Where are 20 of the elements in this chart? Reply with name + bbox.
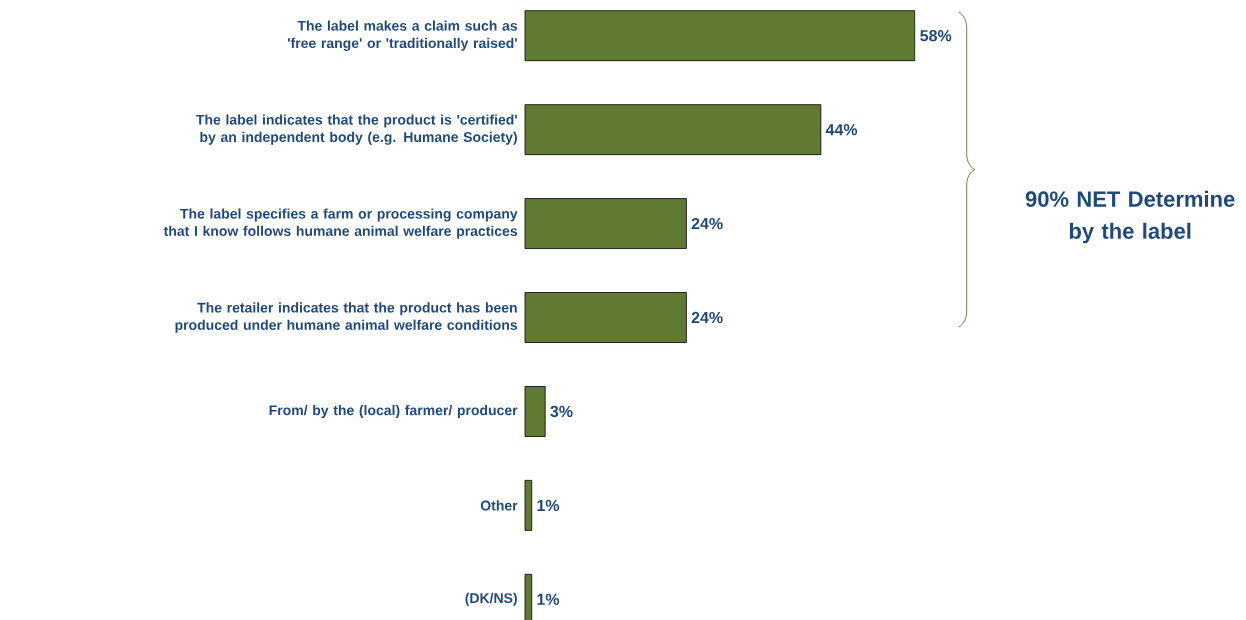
y-tick-label: The label indicates that the product is 'certified' by an independent body (e.g. Humane Society): [196, 114, 517, 145]
bar: [524, 10, 916, 62]
data-label: 24%: [691, 311, 723, 324]
data-label: 24%: [691, 217, 723, 230]
data-label: 58%: [920, 30, 952, 42]
text: 90% NET Determine by the label: [1025, 190, 1235, 244]
bar: [524, 104, 822, 156]
bar: [524, 292, 687, 343]
data-label: 44%: [825, 124, 858, 136]
y-tick-label: The label specifies a farm or processing company that I know follows humane animal welfare practices: [163, 208, 518, 239]
bar: [524, 386, 546, 437]
y-tick-label: Other: [480, 500, 518, 511]
data-label: 3%: [550, 405, 573, 418]
y-tick-label: The label makes a claim such as 'free range' or 'traditionally raised': [288, 20, 518, 51]
bar: [524, 198, 687, 249]
y-tick-label: From/ by the (local) farmer/ producer: [269, 404, 518, 418]
y-tick-label: The retailer indicates that the product has been produced under humane animal welfare conditions: [175, 302, 518, 333]
y-tick-label: (DK/NS): [465, 592, 517, 606]
data-label: 1%: [537, 593, 560, 605]
data-label: 1%: [537, 499, 560, 512]
